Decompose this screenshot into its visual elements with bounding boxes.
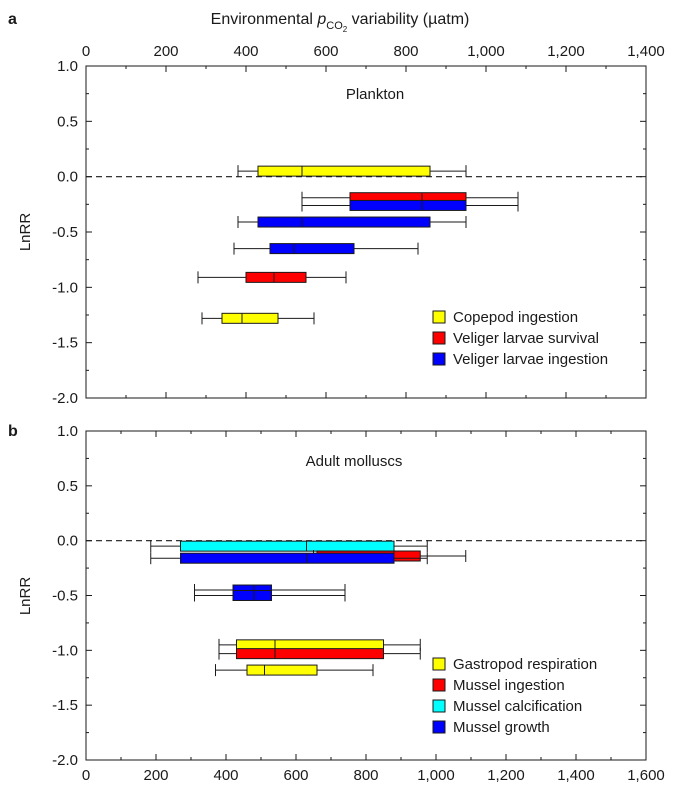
legend-label: Mussel ingestion <box>453 677 565 694</box>
legend-swatch <box>432 352 446 366</box>
y-tick-label: -1.0 <box>52 642 78 659</box>
y-tick-label: 1.0 <box>57 58 78 75</box>
panel-a: a 1.0 0.5 0.0 -0.5 -1.0 -1.5 -2.0 0 200 400 600 800… <box>8 11 665 407</box>
box-rect <box>257 216 431 228</box>
legend-item-copepod-ingestion: Copepod ingestion <box>432 309 578 326</box>
y-tick-label: -0.5 <box>52 224 78 241</box>
box-veliger-larvae-survival <box>197 271 347 284</box>
panel-b-boxes <box>150 540 467 677</box>
y-tick-label: -1.5 <box>52 697 78 714</box>
box-veliger-larvae-ingestion <box>233 242 419 255</box>
box-mussel-growth <box>150 552 428 565</box>
box-mussel-growth <box>194 589 346 602</box>
y-tick-label: -1.0 <box>52 279 78 296</box>
legend-label: Copepod ingestion <box>453 309 578 326</box>
legend-item-mussel-growth: Mussel growth <box>432 719 550 736</box>
panel-a-boxes <box>197 165 519 325</box>
x-tick-label: 0 <box>82 43 90 60</box>
x-tick-label: 600 <box>283 767 308 784</box>
box-rect <box>236 648 384 660</box>
legend-item-mussel-calcification: Mussel calcification <box>432 698 582 715</box>
legend-swatch <box>432 331 446 345</box>
x-tick-label: 1,000 <box>467 43 505 60</box>
top-axis-title-sub2: 2 <box>343 25 348 34</box>
y-tick-label: 1.0 <box>57 423 78 440</box>
x-tick-label: 1,600 <box>627 767 665 784</box>
y-tick-label: -2.0 <box>52 390 78 407</box>
legend-swatch <box>432 310 446 324</box>
legend-label: Mussel calcification <box>453 698 582 715</box>
y-tick-label: 0.5 <box>57 478 78 495</box>
top-axis-title-italic: p <box>316 11 326 28</box>
legend-swatch <box>432 657 446 671</box>
legend-item-mussel-ingestion: Mussel ingestion <box>432 677 565 694</box>
box-veliger-larvae-ingestion <box>237 216 467 229</box>
box-rect <box>245 271 307 283</box>
panel-a-title: Plankton <box>346 86 404 103</box>
legend-label: Gastropod respiration <box>453 656 597 673</box>
panel-letter-b: b <box>8 423 18 440</box>
panel-letter-a: a <box>8 11 17 28</box>
box-copepod-ingestion <box>237 165 467 178</box>
legend-swatch <box>432 678 446 692</box>
legend-item-veliger-larvae-survival: Veliger larvae survival <box>432 330 599 347</box>
box-rect <box>246 664 318 676</box>
y-tick-label: 0.0 <box>57 533 78 550</box>
panel-a-axes: 1.0 0.5 0.0 -0.5 -1.0 -1.5 -2.0 0 200 400 600 800 1,… <box>52 43 665 407</box>
box-rect <box>180 552 395 564</box>
x-tick-label: 800 <box>393 43 418 60</box>
box-rect <box>257 165 431 177</box>
panel-a-legend: Copepod ingestion Veliger larvae survival… <box>432 309 608 368</box>
legend-label: Mussel growth <box>453 719 550 736</box>
y-tick-label: 0.5 <box>57 113 78 130</box>
x-tick-label: 1,200 <box>487 767 525 784</box>
panel-b-title: Adult molluscs <box>306 453 403 470</box>
panel-b-axes: 1.0 0.5 0.0 -0.5 -1.0 -1.5 -2.00 200 400 600 800 1,… <box>52 423 665 784</box>
box-rect <box>349 199 467 211</box>
legend-label: Veliger larvae ingestion <box>453 351 608 368</box>
box-copepod-ingestion <box>201 312 315 325</box>
y-tick-label: -1.5 <box>52 335 78 352</box>
x-tick-label: 0 <box>82 767 90 784</box>
x-tick-label: 1,200 <box>547 43 585 60</box>
box-rect <box>232 590 272 601</box>
box-mussel-calcification <box>150 540 428 553</box>
x-tick-label: 800 <box>353 767 378 784</box>
legend-item-gastropod-respiration: Gastropod respiration <box>432 656 597 673</box>
plot-frame-a <box>85 65 647 399</box>
top-axis-title-prefix: Environmental <box>211 11 318 28</box>
x-tick-label: 400 <box>233 43 258 60</box>
panel-b-ylabel: LnRR <box>17 577 34 616</box>
x-tick-label: 200 <box>143 767 168 784</box>
x-tick-label: 200 <box>153 43 178 60</box>
y-tick-label: -0.5 <box>52 588 78 605</box>
panel-a-ylabel: LnRR <box>17 213 34 252</box>
legend-item-veliger-larvae-ingestion: Veliger larvae ingestion <box>432 351 608 368</box>
legend-swatch <box>432 720 446 734</box>
x-tick-label: 1,400 <box>557 767 595 784</box>
y-tick-label: 0.0 <box>57 169 78 186</box>
legend-label: Veliger larvae survival <box>453 330 599 347</box>
x-tick-label: 1,000 <box>417 767 455 784</box>
legend-swatch <box>432 699 446 713</box>
box-rect <box>180 540 395 552</box>
y-tick-label: -2.0 <box>52 752 78 769</box>
top-axis-title-sub: CO <box>326 20 343 32</box>
top-axis-title-suffix: variability (µatm) <box>347 11 469 28</box>
box-veliger-larvae-ingestion <box>301 199 519 212</box>
box-rect <box>221 312 279 324</box>
x-tick-label: 600 <box>313 43 338 60</box>
box-rect <box>269 243 355 255</box>
box-mussel-ingestion <box>218 647 421 660</box>
top-axis-title: Environmental pCO2 variability (µatm) <box>211 11 470 34</box>
panel-b-legend: Gastropod respiration Mussel ingestion Mus… <box>432 656 597 736</box>
panel-b: b 1.0 0.5 0.0 -0.5 -1.0 -1.5 -2.00 200 400 600 800… <box>8 423 665 784</box>
x-tick-label: 1,400 <box>627 43 665 60</box>
box-gastropod-respiration <box>215 664 374 677</box>
x-tick-label: 400 <box>213 767 238 784</box>
